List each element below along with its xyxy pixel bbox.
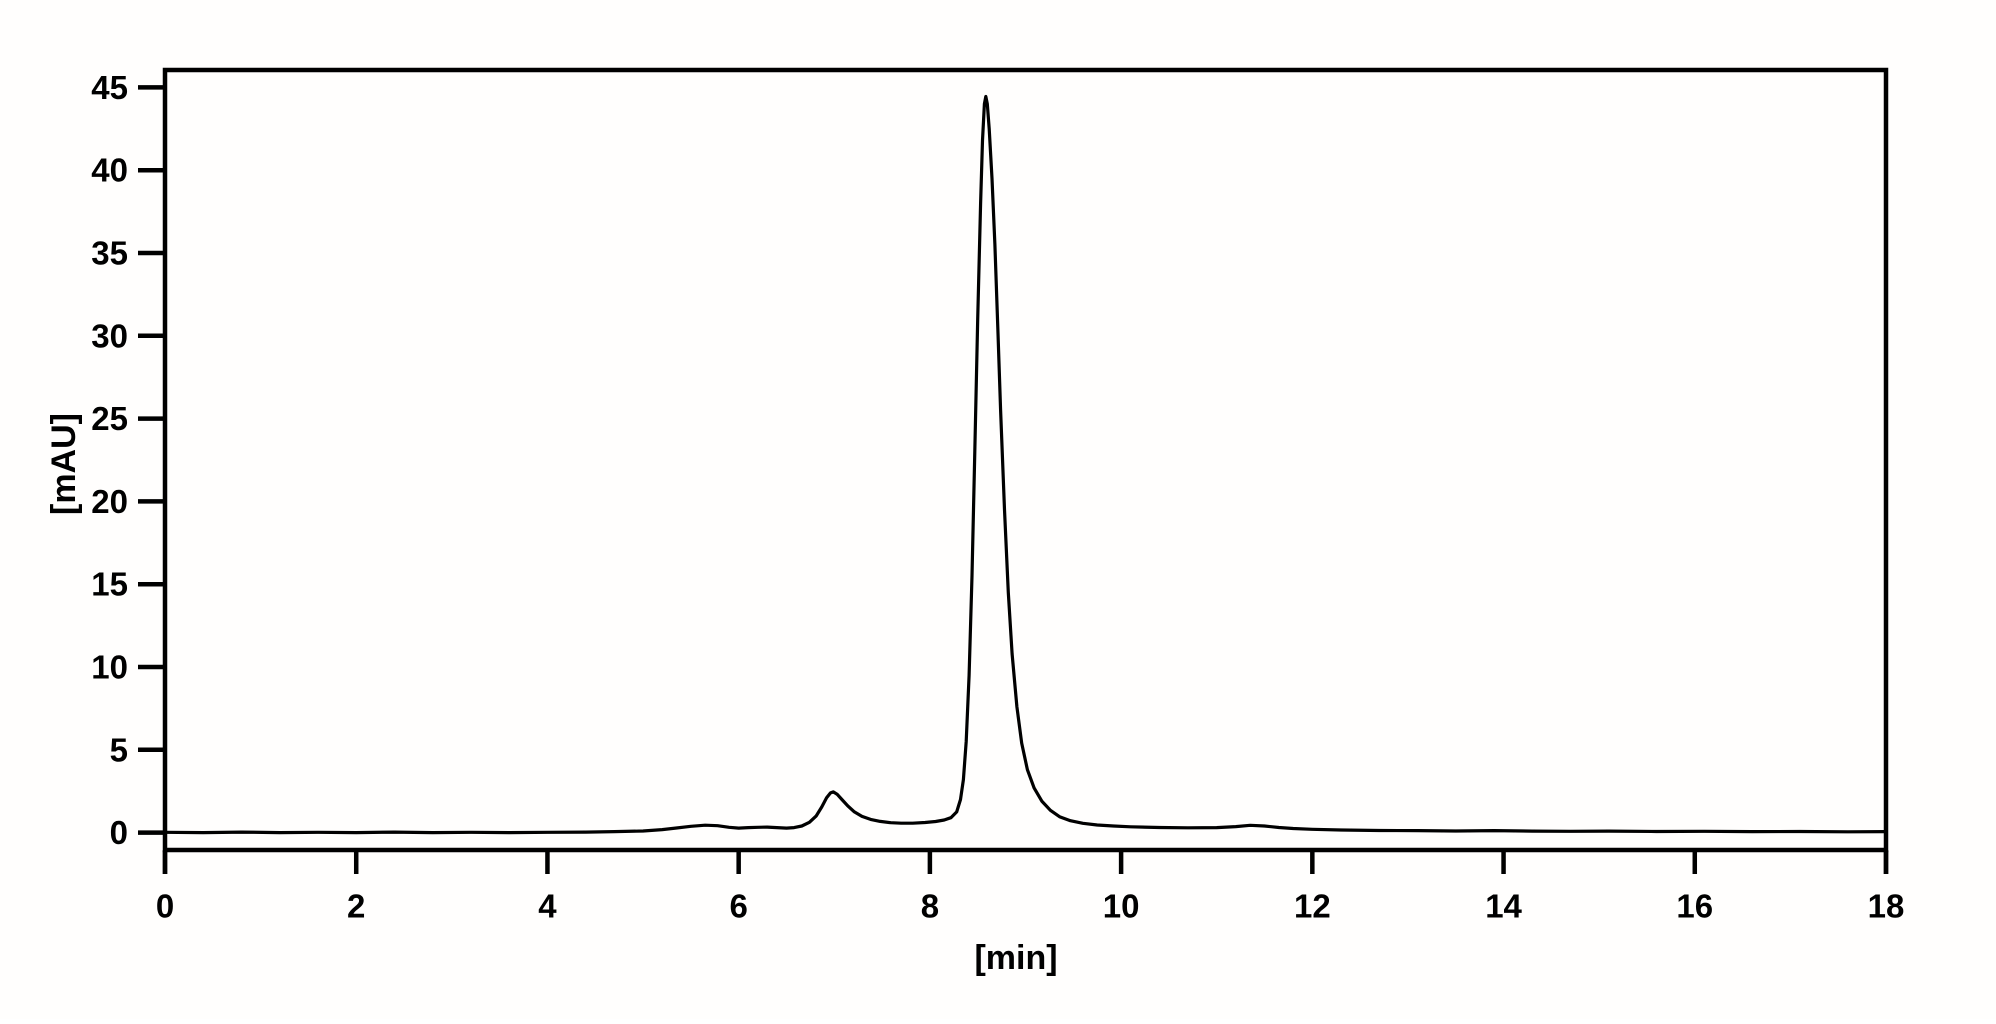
y-axis-label: [mAU] [45, 413, 83, 515]
x-tick-label: 0 [156, 888, 174, 925]
y-tick-label: 20 [91, 483, 128, 520]
y-tick-label: 45 [91, 69, 128, 106]
chromatogram-trace [163, 94, 1888, 835]
y-tick-label: 5 [110, 731, 128, 768]
y-tick-label: 35 [91, 234, 128, 271]
y-tick-label: 40 [91, 152, 128, 189]
x-tick-label: 6 [729, 888, 747, 925]
x-tick-label: 10 [1103, 888, 1140, 925]
plot-frame [162, 67, 1889, 853]
x-tick-label: 18 [1868, 888, 1905, 925]
x-axis-ticks: 0 2 4 6 8 10 12 14 16 18 [156, 851, 1905, 925]
y-tick-label: 0 [110, 814, 128, 851]
x-tick-label: 14 [1485, 888, 1522, 925]
x-tick-label: 4 [538, 888, 557, 925]
y-tick-label: 25 [91, 400, 128, 437]
y-tick-label: 15 [91, 566, 128, 603]
x-tick-label: 16 [1676, 888, 1713, 925]
x-tick-label: 12 [1294, 888, 1331, 925]
y-tick-label: 10 [91, 649, 128, 686]
x-tick-label: 8 [921, 888, 939, 925]
y-axis-ticks: 0 5 10 15 20 25 30 35 40 45 [91, 69, 164, 851]
y-tick-label: 30 [91, 317, 128, 354]
x-axis-label: [min] [974, 939, 1057, 977]
x-tick-label: 2 [347, 888, 365, 925]
